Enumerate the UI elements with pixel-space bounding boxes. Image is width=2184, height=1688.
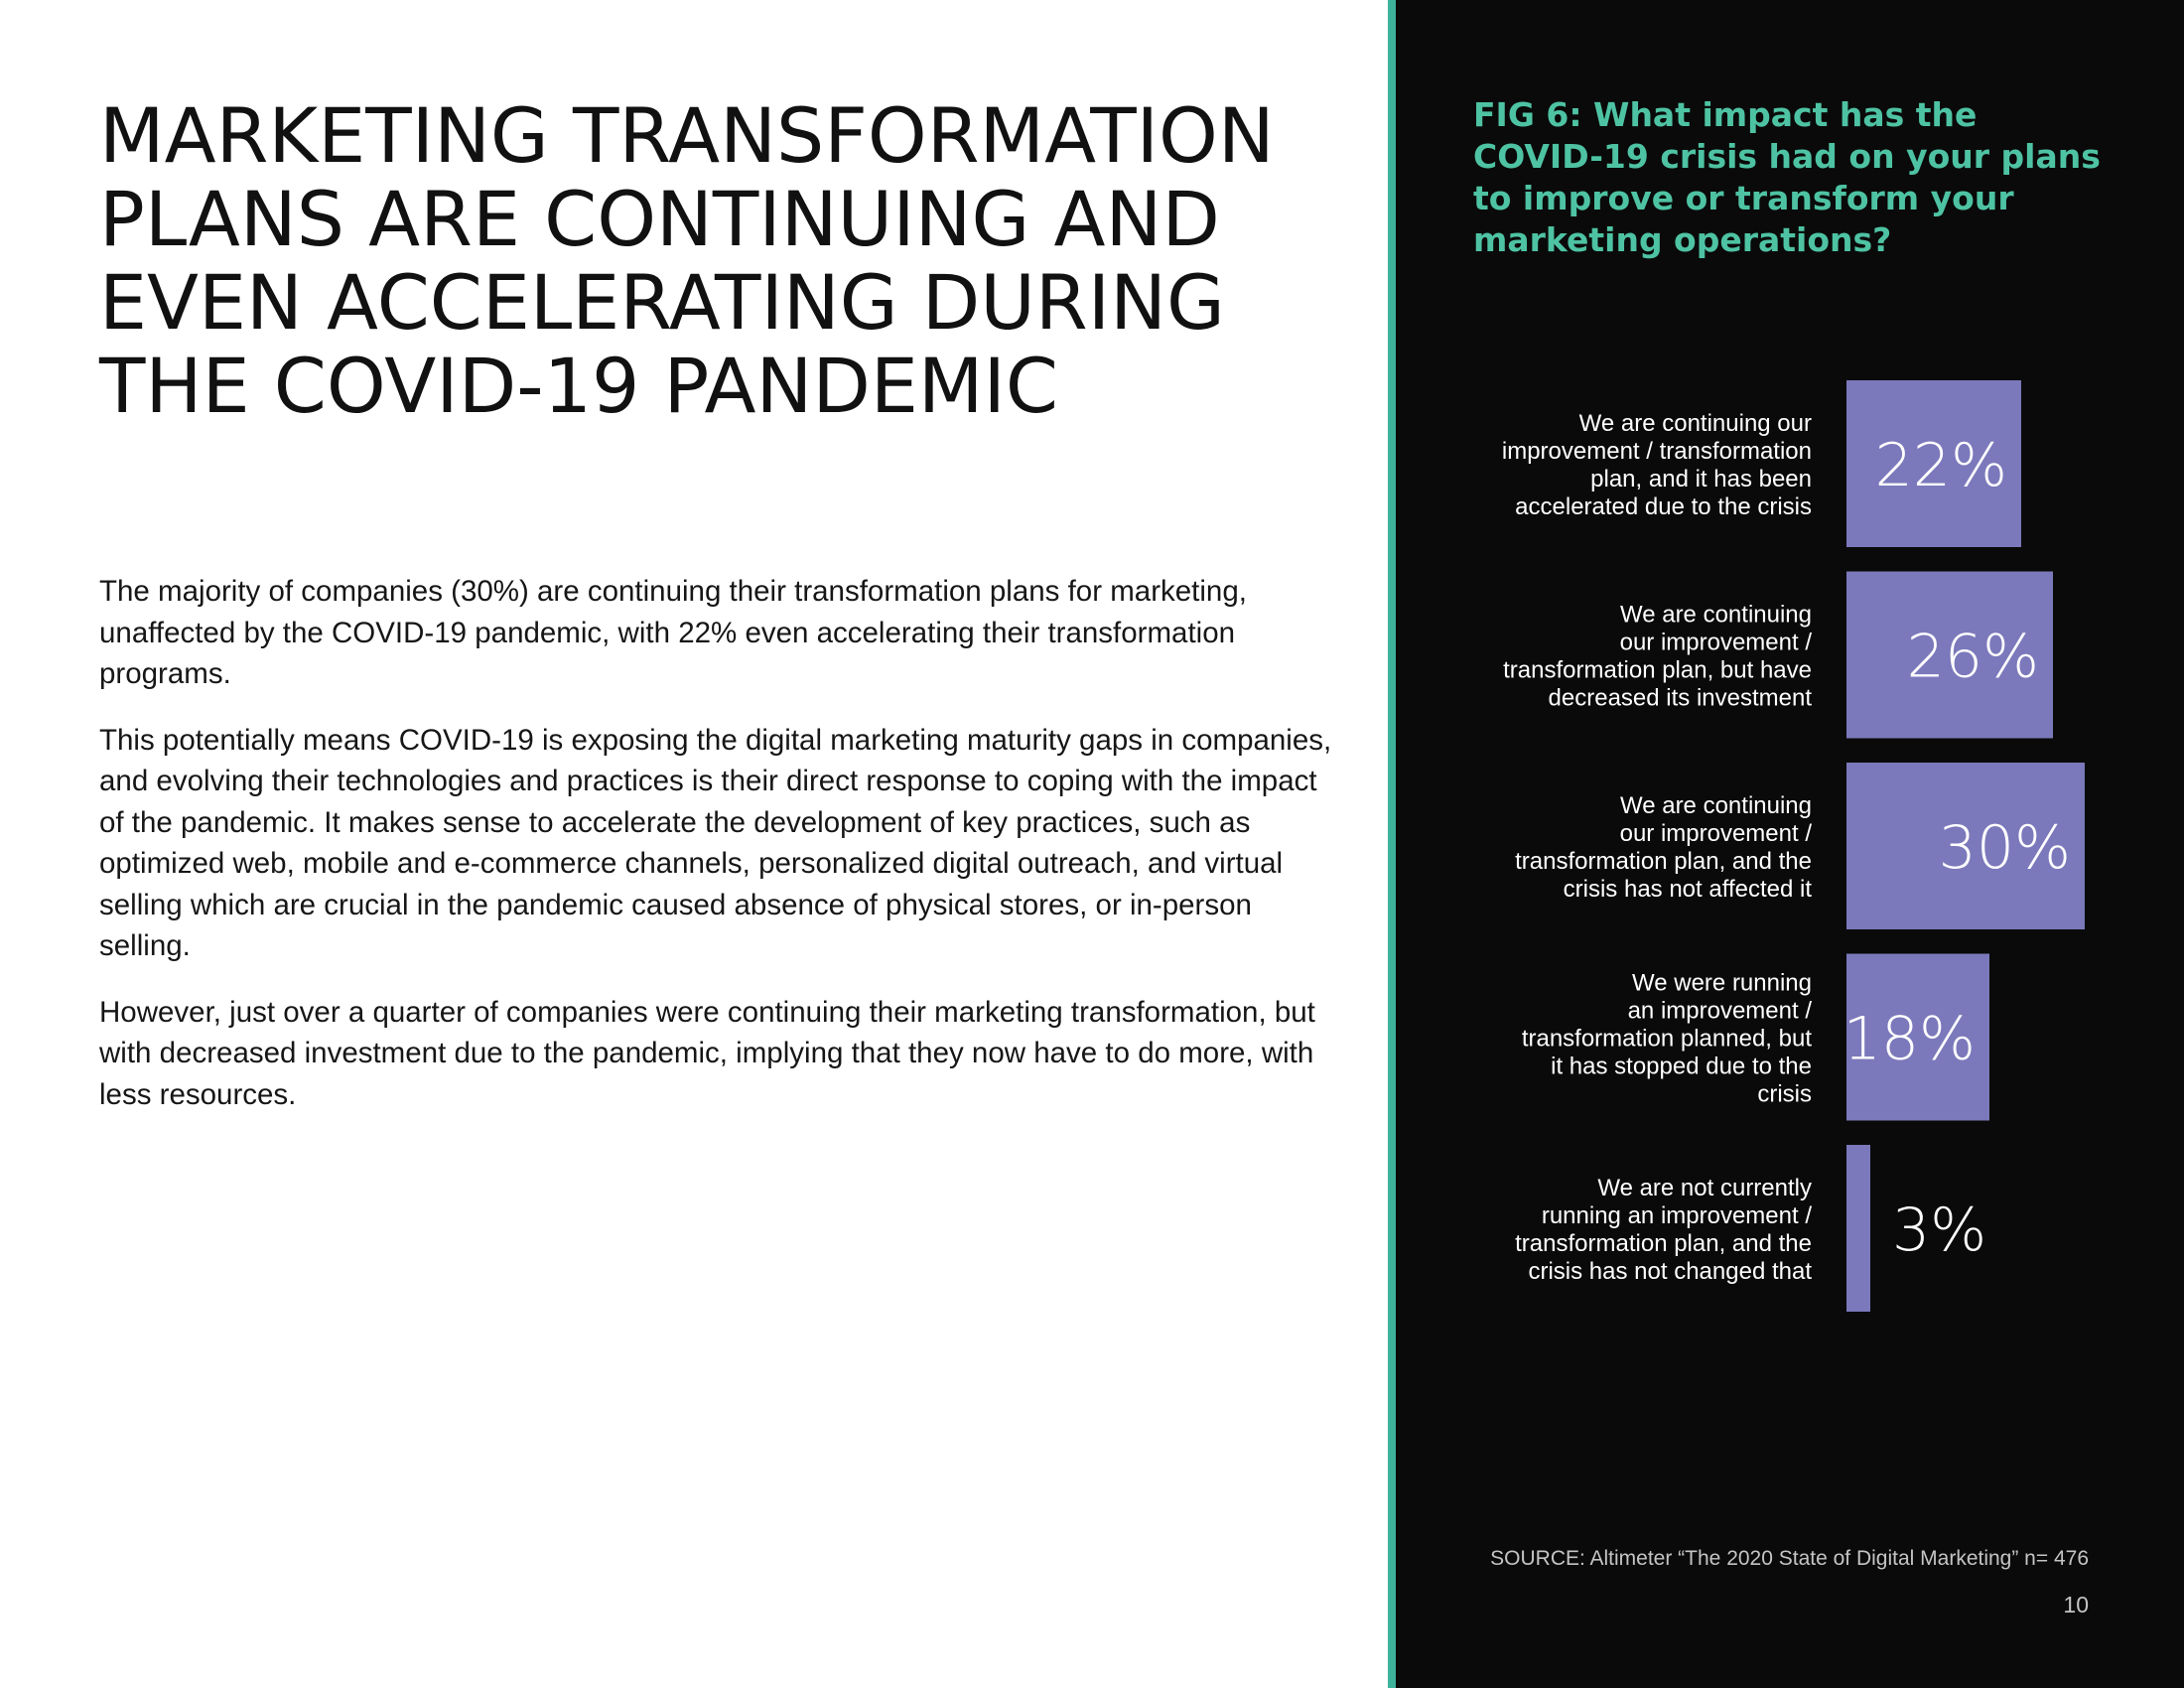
body-text: The majority of companies (30%) are cont… (99, 571, 1340, 1140)
category-label-line: decreased its investment (1549, 685, 1813, 712)
headline-line: EVEN ACCELERATING DURING (99, 258, 1225, 347)
figure-panel: FIG 6: What impact has the COVID-19 cris… (1396, 0, 2184, 1688)
figure-title: FIG 6: What impact has the COVID-19 cris… (1473, 94, 2101, 261)
category-label-line: accelerated due to the crisis (1515, 493, 1812, 520)
headline-line: MARKETING TRANSFORMATION (99, 91, 1275, 180)
bar (1846, 571, 2053, 739)
category-label-line: We are continuing our (1579, 410, 1812, 437)
bar-chart: We are continuing our improvement / trans… (1502, 380, 2085, 1312)
category-label-line: our improvement / (1620, 820, 1813, 847)
category-label-line: We are continuing (1620, 602, 1812, 629)
category-label-line: transformation plan, and the (1515, 1230, 1812, 1257)
source-note: SOURCE: Altimeter “The 2020 State of Dig… (1490, 1547, 2089, 1570)
category-label: We are continuing our improvement / transf… (1503, 602, 1812, 712)
page-number: 10 (2063, 1592, 2089, 1618)
bar (1846, 380, 2021, 547)
figure-title-line: to improve or transform your (1473, 179, 2014, 217)
category-label-line: plan, and it has been (1590, 466, 1812, 492)
category-label-line: crisis has not changed that (1528, 1258, 1812, 1285)
category-label-line: transformation plan, but have (1503, 657, 1812, 684)
category-label-line: our improvement / (1620, 630, 1813, 656)
category-label-line: running an improvement / (1542, 1202, 1812, 1229)
category-label: We are continuing our improvement / transf… (1515, 792, 1812, 903)
category-label: We were running an improvement / transform… (1522, 970, 1813, 1108)
body-paragraph: However, just over a quarter of companie… (99, 995, 1315, 1111)
panel-divider (1388, 0, 1396, 1688)
bar (1846, 1145, 1870, 1312)
category-label-line: improvement / transformation (1502, 438, 1812, 465)
category-label-line: We are not currently (1597, 1175, 1812, 1201)
category-label: We are continuing our improvement / trans… (1502, 410, 1812, 520)
category-label: We are not currently running an improveme… (1515, 1175, 1812, 1285)
bar (1846, 953, 1989, 1121)
category-label-line: crisis (1757, 1081, 1812, 1108)
headline-line: PLANS ARE CONTINUING AND (99, 175, 1220, 263)
category-label-line: crisis has not affected it (1564, 876, 1813, 903)
body-paragraph: The majority of companies (30%) are cont… (99, 575, 1247, 690)
left-content-panel: MARKETING TRANSFORMATION PLANS ARE CONTI… (99, 93, 1350, 1140)
bar (1846, 763, 2085, 929)
value-label: 26% (1907, 623, 2039, 692)
value-label: 18% (1843, 1005, 1976, 1074)
value-label: 3% (1892, 1196, 1986, 1265)
category-label-line: it has stopped due to the (1551, 1054, 1812, 1080)
value-label: 30% (1939, 813, 2071, 883)
figure-title-line: marketing operations? (1473, 220, 1892, 259)
category-label-line: an improvement / (1628, 998, 1813, 1025)
figure-title-line: COVID-19 crisis had on your plans (1473, 137, 2101, 176)
headline-line: THE COVID-19 PANDEMIC (99, 342, 1058, 430)
category-label-line: transformation plan, and the (1515, 848, 1812, 875)
page-headline: MARKETING TRANSFORMATION PLANS ARE CONTI… (99, 94, 1350, 428)
figure-title-line: FIG 6: What impact has the (1473, 95, 1978, 134)
value-label: 22% (1875, 431, 2007, 500)
category-label-line: We are continuing (1620, 792, 1812, 819)
body-paragraph: This potentially means COVID-19 is expos… (99, 723, 1332, 963)
category-label-line: We were running (1632, 970, 1812, 997)
category-label-line: transformation planned, but (1522, 1026, 1813, 1053)
